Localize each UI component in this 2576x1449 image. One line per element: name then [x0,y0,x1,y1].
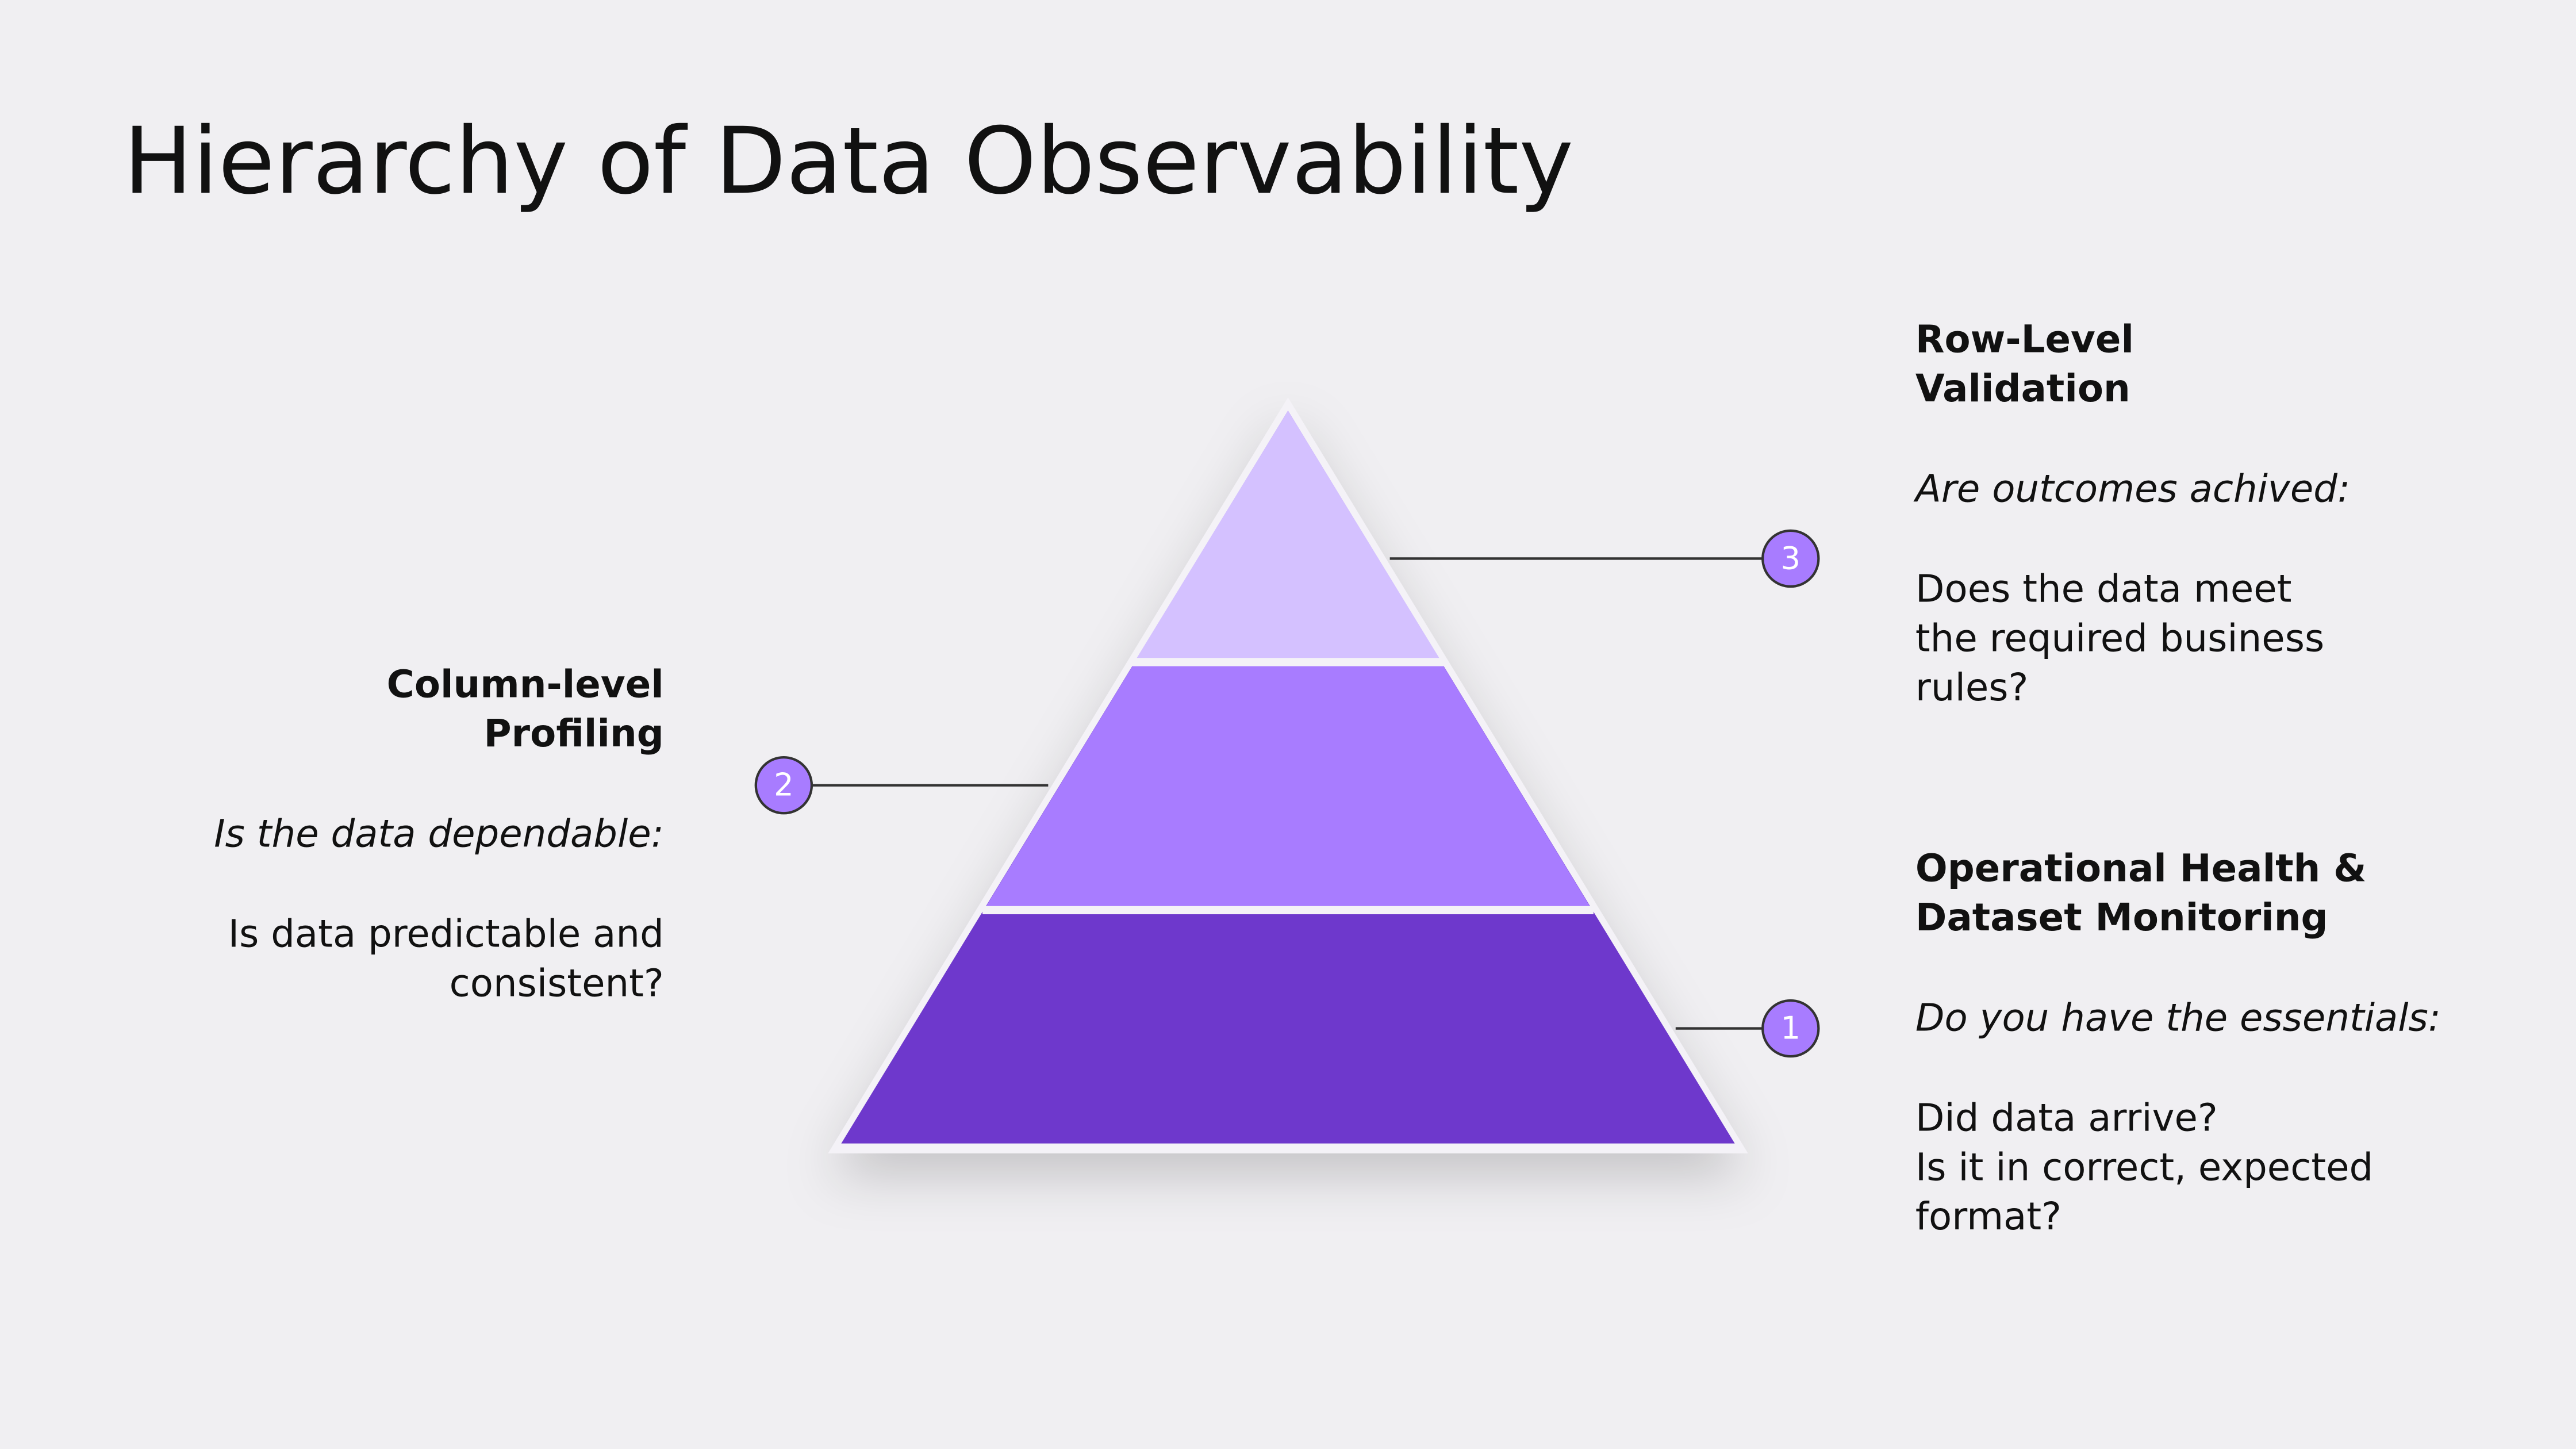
level-heading: Operational Health & [1915,846,2367,890]
level-description: Did data arrive? [1915,1097,2218,1140]
title: Hierarchy of Data Observability [124,107,1573,214]
level-question: Do you have the essentials: [1915,996,2441,1040]
level-number: 3 [1781,540,1801,576]
level-heading: Row-Level [1915,317,2134,361]
level-description: format? [1915,1195,2061,1239]
pyramid [828,397,1748,1153]
level-question: Are outcomes achived: [1913,467,2350,511]
level-description: Is it in correct, expected [1915,1145,2373,1189]
level-heading: Profiling [484,712,664,756]
level-number: 1 [1781,1010,1801,1046]
level-number: 2 [774,767,794,803]
level-heading: Dataset Monitoring [1915,896,2328,940]
level-heading: Column-level [387,662,664,706]
level-description: the required business [1915,616,2324,660]
level-description: rules? [1915,666,2028,710]
level-description: Is data predictable and [228,913,664,956]
level-3-tier [1135,411,1441,661]
level-badge [1761,529,1820,588]
level-badge [1761,999,1820,1058]
level-badge [754,756,813,815]
level-description: Does the data meet [1915,568,2292,611]
level-heading: Validation [1915,367,2130,411]
level-description: consistent? [450,961,664,1005]
level-question: Is the data dependable: [214,812,663,856]
